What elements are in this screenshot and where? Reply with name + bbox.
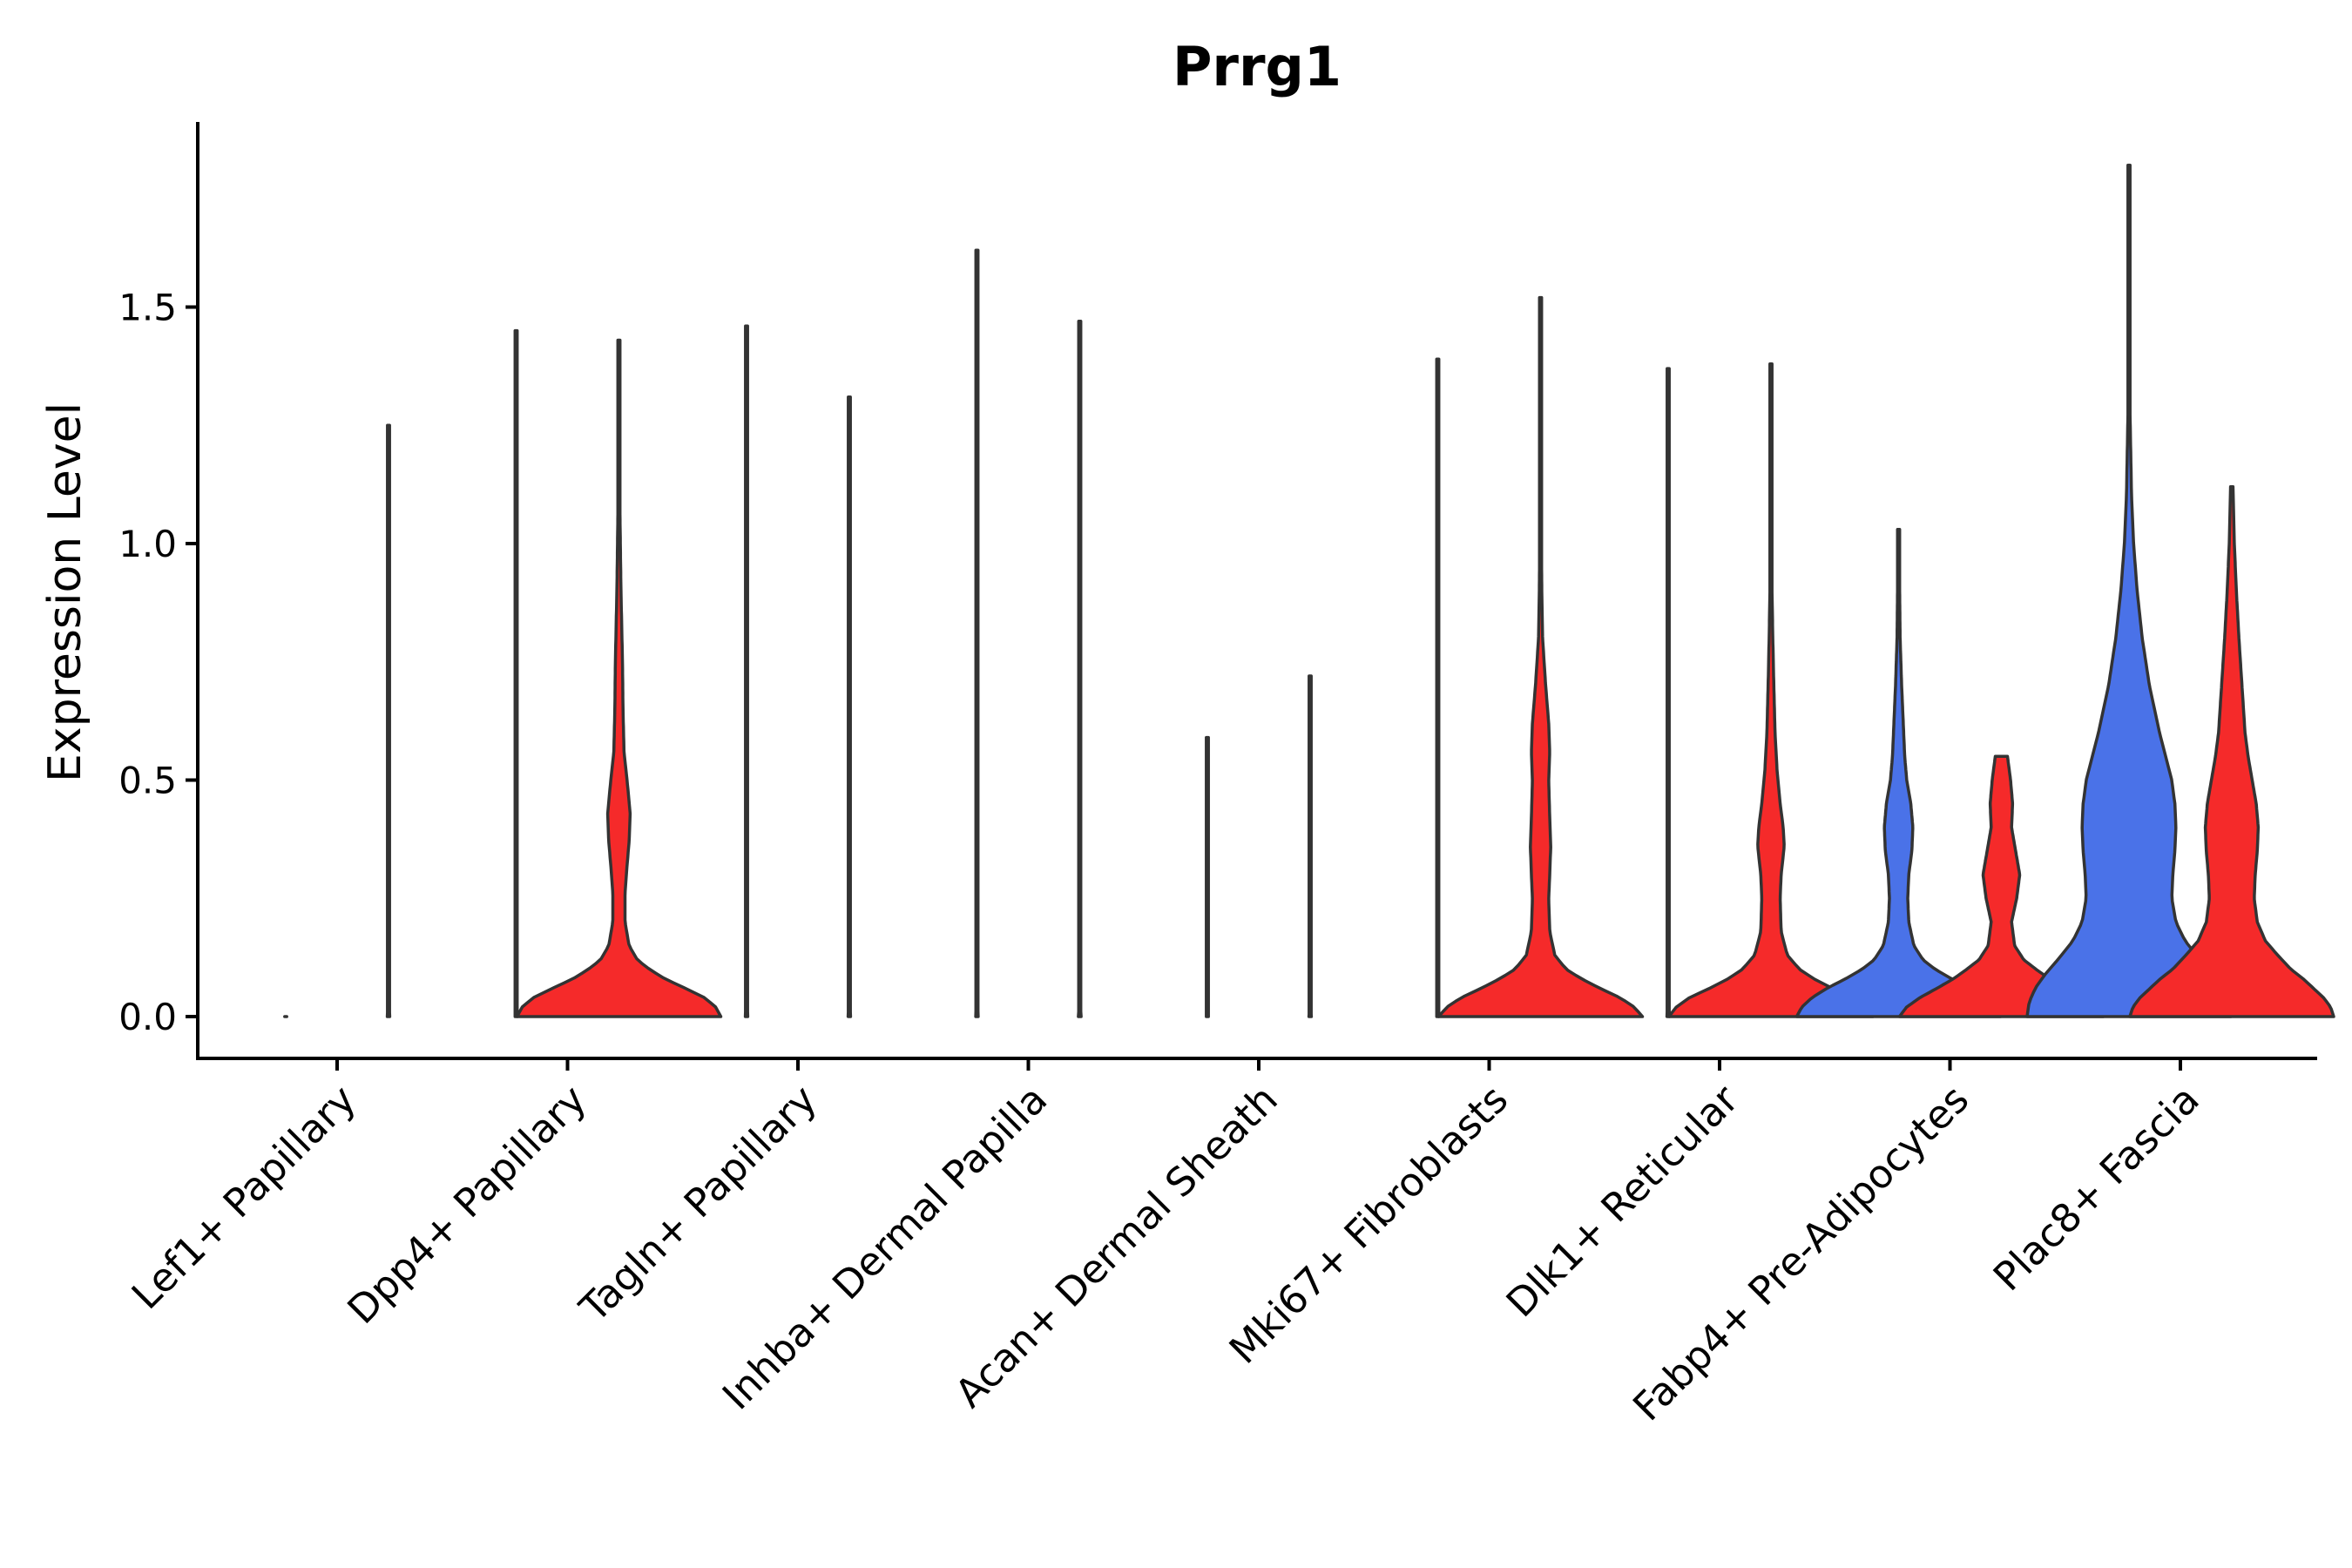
violin-left-5 bbox=[1435, 357, 1441, 1018]
violins-layer bbox=[283, 163, 2335, 1018]
violin-left-2 bbox=[743, 324, 750, 1018]
y-tick-label: 0.0 bbox=[118, 996, 177, 1038]
x-tick-label: Tagln+ Papillary bbox=[571, 1076, 826, 1331]
y-axis: 0.0 0.5 1.0 1.5 bbox=[118, 122, 199, 1060]
violin-left-3 bbox=[974, 248, 980, 1018]
violin-right-8 bbox=[2128, 485, 2335, 1018]
violin-left-4 bbox=[1205, 735, 1210, 1018]
violin-right-0 bbox=[385, 423, 392, 1018]
violin-left-8 bbox=[2025, 163, 2233, 1018]
violin-left-7 bbox=[1794, 527, 2003, 1018]
x-tick-label: Lef1+ Papillary bbox=[123, 1076, 365, 1318]
y-tick-label: 0.5 bbox=[118, 760, 177, 802]
chart-title: Prrg1 bbox=[1173, 35, 1342, 98]
y-tick-label: 1.0 bbox=[118, 523, 177, 565]
violin-right-1 bbox=[515, 338, 723, 1018]
violin-right-3 bbox=[1077, 320, 1083, 1018]
x-tick-label: Plac8+ Fascia bbox=[1984, 1076, 2208, 1300]
violin-right-7 bbox=[1897, 754, 2105, 1018]
x-tick-label: Dlk1+ Reticular bbox=[1497, 1076, 1747, 1326]
x-tick-label: Dpp4+ Papillary bbox=[338, 1076, 595, 1333]
violin-right-2 bbox=[846, 395, 853, 1018]
violin-right-5 bbox=[1436, 295, 1645, 1018]
y-tick-label: 1.5 bbox=[118, 287, 177, 329]
violin-left-1 bbox=[513, 328, 519, 1018]
violin-right-4 bbox=[1307, 674, 1314, 1018]
violin-left-6 bbox=[1665, 367, 1672, 1018]
violin-right-6 bbox=[1667, 362, 1875, 1018]
y-axis-label: Expression Level bbox=[39, 402, 91, 782]
